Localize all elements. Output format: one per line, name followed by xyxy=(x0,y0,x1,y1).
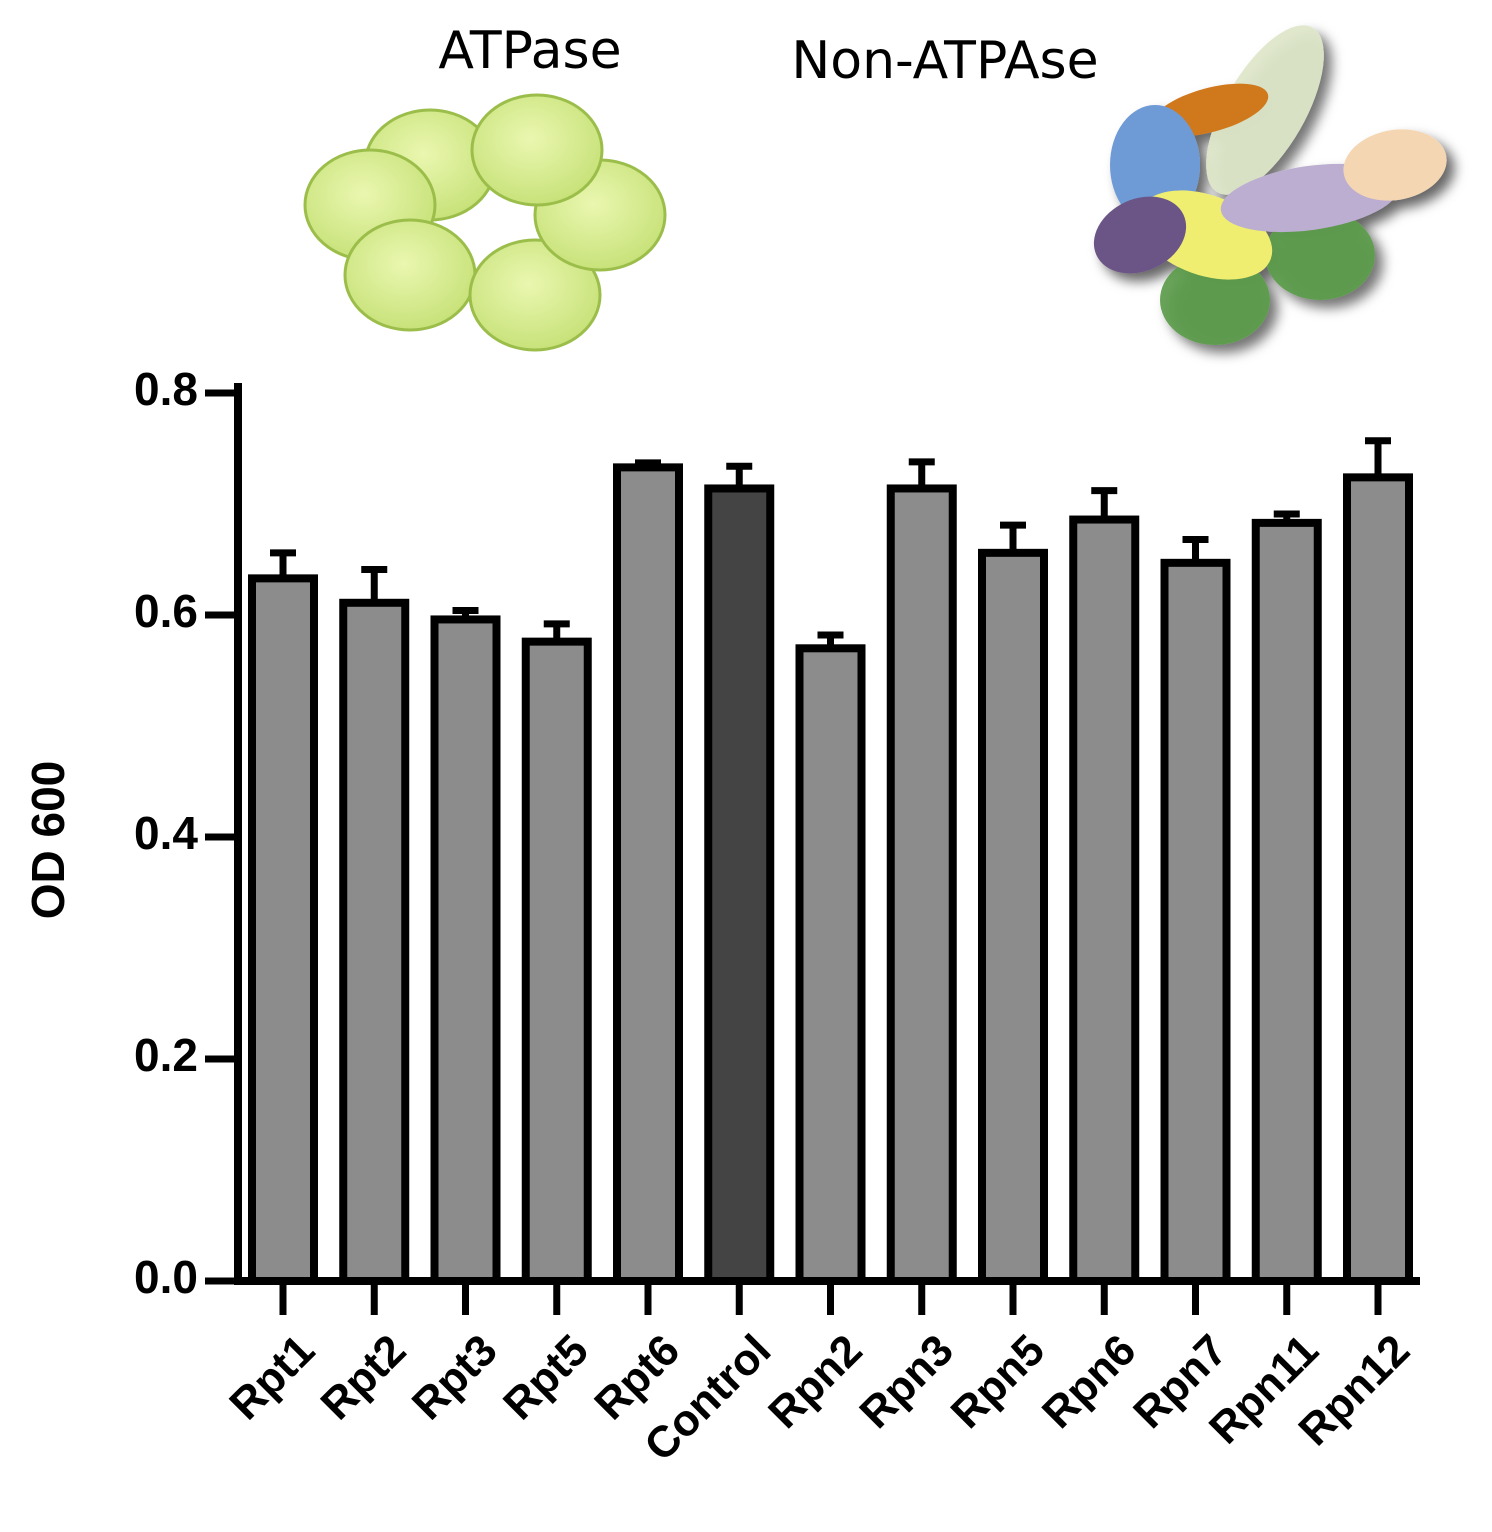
bar xyxy=(886,484,957,1285)
bar xyxy=(521,637,592,1285)
x-tick-label: Rpn2 xyxy=(759,1325,871,1437)
annotation: Non-ATPAse xyxy=(791,31,1098,91)
x-tick-label: Rpt2 xyxy=(312,1325,416,1429)
y-tick-label: 0.2 xyxy=(134,1029,198,1081)
y-tick-label: 0.0 xyxy=(134,1251,198,1303)
x-tick-label: Rpt3 xyxy=(403,1325,507,1429)
annotation: ATPase xyxy=(438,21,621,81)
bar xyxy=(704,484,775,1285)
y-axis-label: OD 600 xyxy=(22,761,74,920)
y-tick-label: 0.4 xyxy=(134,807,198,859)
x-tick-label: Rpn3 xyxy=(850,1325,962,1437)
bar xyxy=(1069,515,1140,1285)
bar xyxy=(248,574,318,1285)
bar xyxy=(430,615,501,1285)
non-atpase-complex xyxy=(1093,25,1447,345)
bar xyxy=(795,644,866,1285)
bar xyxy=(339,598,410,1285)
x-tick-label: Rpt1 xyxy=(220,1325,324,1429)
bar xyxy=(978,548,1048,1285)
y-tick-label: 0.8 xyxy=(134,363,198,415)
x-tick-label: Rpn5 xyxy=(942,1325,1054,1437)
atpase-ring xyxy=(303,93,667,352)
bar xyxy=(613,463,683,1285)
bar xyxy=(1160,558,1231,1285)
x-tick-label: Rpn6 xyxy=(1033,1325,1145,1437)
bar xyxy=(1251,518,1322,1285)
bar xyxy=(1343,473,1413,1285)
y-tick-label: 0.6 xyxy=(134,585,198,637)
x-tick-label: Rpt5 xyxy=(494,1325,598,1429)
